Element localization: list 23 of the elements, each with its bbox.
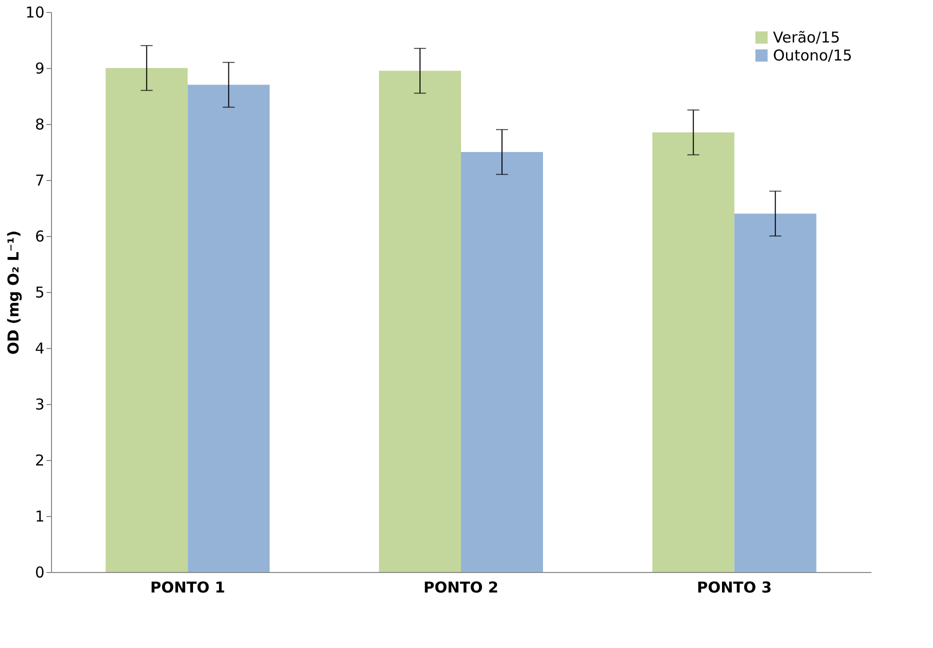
bar bbox=[652, 132, 734, 572]
x-tick-label: PONTO 3 bbox=[696, 578, 772, 596]
legend-label: Verão/15 bbox=[773, 28, 840, 46]
y-tick-label: 9 bbox=[34, 60, 44, 78]
y-tick-label: 4 bbox=[34, 340, 44, 358]
y-axis-title: OD (mg O₂ L⁻¹) bbox=[4, 230, 22, 355]
y-tick-label: 2 bbox=[34, 452, 44, 470]
bar bbox=[734, 214, 816, 572]
y-tick-label: 7 bbox=[34, 172, 44, 190]
legend-label: Outono/15 bbox=[773, 46, 852, 64]
y-tick-label: 1 bbox=[34, 508, 44, 526]
y-tick-label: 3 bbox=[34, 396, 44, 414]
bar bbox=[379, 70, 461, 572]
y-tick-label: 10 bbox=[25, 4, 44, 22]
y-tick-label: 6 bbox=[34, 228, 44, 246]
y-tick-label: 0 bbox=[34, 564, 44, 582]
bar bbox=[106, 68, 188, 572]
bar bbox=[188, 84, 270, 572]
x-tick-label: PONTO 2 bbox=[424, 578, 498, 596]
y-tick-label: 5 bbox=[34, 284, 44, 302]
bar bbox=[461, 152, 543, 572]
y-tick-label: 8 bbox=[34, 116, 44, 134]
x-tick-label: PONTO 1 bbox=[150, 578, 226, 596]
